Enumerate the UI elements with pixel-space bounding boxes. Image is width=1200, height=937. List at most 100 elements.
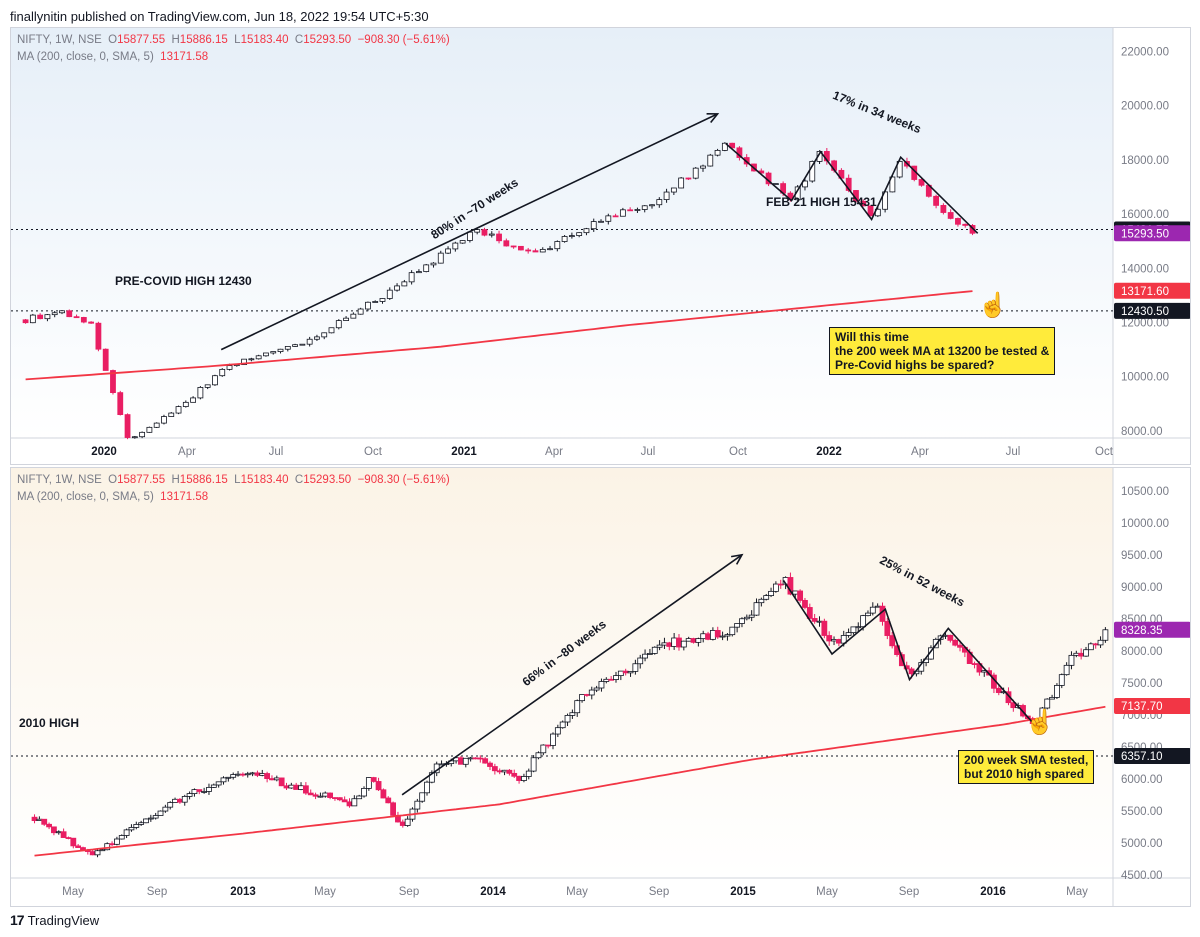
candle-body xyxy=(969,225,976,234)
candle-body xyxy=(416,271,422,274)
candle-body xyxy=(270,351,277,354)
price-tag-box xyxy=(1114,621,1190,638)
candle-body xyxy=(690,638,697,643)
candle-body xyxy=(219,368,226,377)
candle-body xyxy=(204,384,211,388)
y-tick-label: 10500.00 xyxy=(1121,486,1169,498)
candle-body xyxy=(802,180,808,188)
candle-body xyxy=(1068,654,1075,666)
candle-body xyxy=(826,635,833,642)
candle-body xyxy=(31,816,38,822)
price-tag-box xyxy=(1114,302,1190,319)
legend-ma-value: 13171.58 xyxy=(160,51,209,63)
candle-body xyxy=(75,845,82,848)
y-tick-label: 9500.00 xyxy=(1121,550,1163,562)
y-tick-label: 22000.00 xyxy=(1121,47,1169,59)
candle-body xyxy=(351,798,358,807)
x-tick-label: Sep xyxy=(899,886,919,898)
candle-body xyxy=(322,792,329,797)
chart-pane-top[interactable]: 22000.00 20000.00 18000.00 16000.00 14000.00… xyxy=(10,27,1191,465)
candle-body xyxy=(845,632,852,636)
chart-bottom-svg[interactable]: 10500.0010000.009500.009000.008500.00800… xyxy=(11,468,1191,907)
candle-body xyxy=(952,639,959,646)
legend-symbol[interactable]: NIFTY, 1W, NSE xyxy=(17,34,102,46)
candle-body xyxy=(666,642,673,647)
x-tick-label: Jul xyxy=(1006,446,1021,458)
candle-body xyxy=(496,233,502,242)
candle-body xyxy=(196,789,203,792)
candle-body xyxy=(462,757,469,765)
candle-body xyxy=(598,220,604,223)
plot-background xyxy=(11,28,1113,438)
candle-body xyxy=(278,777,285,787)
candle-body xyxy=(661,642,668,646)
correction-zigzag-top xyxy=(725,143,979,234)
candle-body xyxy=(65,837,72,839)
candle-body xyxy=(321,332,328,338)
candle-body xyxy=(114,838,120,845)
candle-body xyxy=(561,236,568,242)
legend-ma-row: MA (200, close, 0, SMA, 5) 13171.58 xyxy=(17,489,450,506)
x-tick-label: Apr xyxy=(178,446,196,458)
candle-body xyxy=(695,638,702,643)
price-tag-label: 6357.10 xyxy=(1121,751,1163,763)
candle-body xyxy=(933,195,939,206)
x-tick-label: Oct xyxy=(729,446,748,458)
candle-body xyxy=(971,663,978,665)
x-tick-label: May xyxy=(62,886,84,898)
candle-body xyxy=(680,640,687,648)
candle-body xyxy=(226,365,233,370)
candle-body xyxy=(525,249,532,252)
candle-body xyxy=(651,646,658,654)
candle-body xyxy=(729,142,736,149)
candle-body xyxy=(506,769,513,774)
x-tick-label: May xyxy=(1066,886,1088,898)
candle-body xyxy=(273,777,280,781)
legend-symbol-row: NIFTY, 1W, NSE O15877.55 H15886.15 L1518… xyxy=(17,474,450,486)
candle-body xyxy=(350,313,357,319)
chart-pane-bottom[interactable]: 10500.00 10000.00 9500.00 9000.00 8500.00 800… xyxy=(10,467,1191,907)
candle-body xyxy=(763,595,770,600)
candle-body xyxy=(482,758,489,764)
candle-body xyxy=(51,826,57,834)
legend-symbol[interactable]: NIFTY, 1W, NSE xyxy=(17,474,102,486)
candle-body xyxy=(816,620,823,623)
legend-ma-label[interactable]: MA (200, close, 0, SMA, 5) xyxy=(17,491,154,503)
candle-body xyxy=(821,620,828,636)
candle-body xyxy=(855,626,862,629)
candle-body xyxy=(147,817,154,820)
candle-body xyxy=(641,205,648,210)
candle-body xyxy=(153,422,160,428)
candle-body xyxy=(302,785,309,794)
candle-body xyxy=(491,766,498,772)
candle-body xyxy=(472,757,479,760)
candle-body xyxy=(298,785,304,790)
candle-body xyxy=(312,794,319,797)
candle-body xyxy=(619,209,626,217)
candle-body xyxy=(962,223,969,226)
x-tick-label: Oct xyxy=(364,446,383,458)
candle-body xyxy=(46,823,52,828)
candle-body xyxy=(235,773,241,776)
candle-body xyxy=(554,241,561,250)
candle-body xyxy=(678,177,685,189)
x-tick-label: 2022 xyxy=(816,446,842,458)
candle-body xyxy=(385,797,392,804)
legend-ma-label[interactable]: MA (200, close, 0, SMA, 5) xyxy=(17,51,154,63)
y-tick-label: 12000.00 xyxy=(1121,318,1169,330)
candle-body xyxy=(452,242,459,250)
price-tag-box xyxy=(1114,747,1190,764)
candle-body xyxy=(510,245,517,248)
candle-body xyxy=(317,795,324,798)
x-tick-label: 2014 xyxy=(480,886,506,898)
candle-body xyxy=(225,776,232,779)
candle-body xyxy=(299,343,306,346)
candle-body xyxy=(627,670,634,674)
x-tick-label: Sep xyxy=(649,886,669,898)
chart-top-svg[interactable]: 22000.00 20000.00 18000.00 16000.00 14000.00… xyxy=(11,28,1191,465)
candle-body xyxy=(283,785,290,789)
candle-body xyxy=(118,835,125,840)
candle-body xyxy=(379,298,386,302)
note-bottom: 200 week SMA tested, but 2010 high spare… xyxy=(958,750,1095,784)
candle-body xyxy=(884,621,891,636)
